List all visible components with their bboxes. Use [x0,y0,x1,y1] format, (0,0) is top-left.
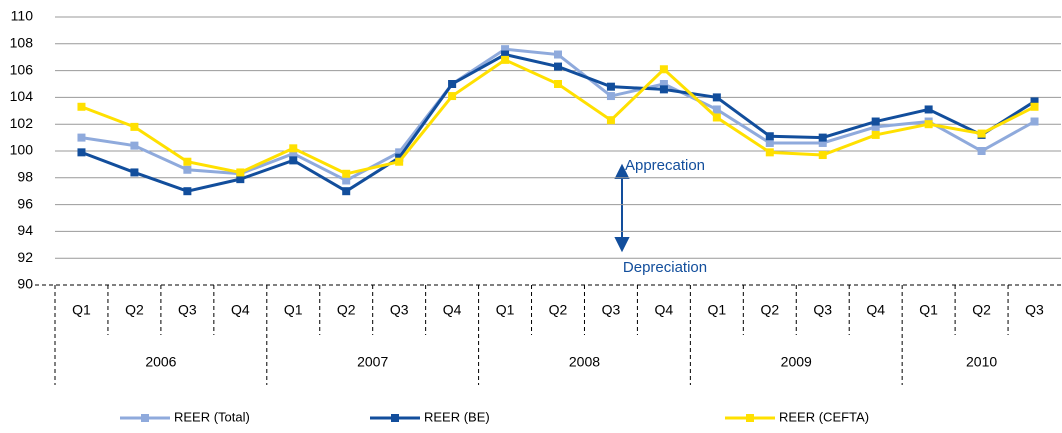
marker [77,133,86,142]
x-tick-label: Q2 [760,302,779,318]
marker [659,65,668,74]
year-label: 2010 [966,354,997,370]
y-tick-label: 110 [11,8,34,24]
marker [289,149,298,158]
marker [395,157,404,166]
arrow-down-head [614,237,630,253]
marker [818,151,827,160]
marker [765,148,774,157]
marker [501,45,510,54]
marker [606,92,615,101]
x-tick-label: Q1 [707,302,726,318]
y-tick-label: 96 [17,195,33,211]
marker [236,168,245,177]
marker [554,50,562,59]
marker [1030,102,1039,111]
x-tick-label: Q1 [496,302,515,318]
legend-label: REER (CEFTA) [779,409,869,424]
marker [448,92,457,101]
x-tick-label: Q1 [284,302,303,318]
y-tick-label: 106 [10,61,34,77]
marker [183,187,192,196]
marker [130,122,139,131]
marker [659,85,668,94]
marker [501,50,510,59]
x-tick-label: Q2 [337,302,356,318]
x-tick-label: Q3 [390,302,409,318]
y-tick-label: 98 [17,169,33,185]
marker [395,148,404,157]
marker [871,130,880,139]
legend-marker [391,414,399,422]
marker [130,168,139,177]
marker [183,165,192,174]
x-tick-label: Q3 [602,302,621,318]
marker [712,105,721,114]
marker [448,80,457,88]
marker [554,62,562,71]
annotation: Depreciation [623,259,707,276]
marker [1030,97,1039,106]
y-tick-label: 92 [17,249,33,265]
marker [342,176,351,185]
marker [236,175,245,184]
x-tick-label: Q4 [231,302,250,318]
year-label: 2007 [357,354,388,370]
marker [606,82,615,91]
marker [712,93,721,102]
marker [871,122,880,131]
y-tick-label: 100 [10,142,34,158]
legend-label: REER (Total) [174,409,250,424]
legend-marker [141,414,149,422]
x-tick-label: Q1 [919,302,938,318]
marker [871,117,880,126]
x-tick-label: Q4 [866,302,885,318]
marker [183,157,192,166]
marker [342,169,351,178]
marker [501,55,510,64]
marker [130,141,139,150]
legend-label: REER (BE) [424,409,490,424]
x-tick-label: Q3 [813,302,832,318]
marker [77,102,86,111]
year-label: 2009 [781,354,812,370]
marker [289,156,298,165]
marker [395,153,404,162]
arrows [614,163,630,253]
year-label: 2006 [145,354,176,370]
marker [342,187,351,196]
marker [818,138,827,147]
marker [659,80,668,88]
legend-marker [746,414,754,422]
x-tick-label: Q1 [72,302,91,318]
x-tick-label: Q2 [125,302,144,318]
x-tick-label: Q4 [655,302,674,318]
marker [818,133,827,142]
x-tick-label: Q2 [972,302,991,318]
x-tick-label: Q3 [178,302,197,318]
x-tick-label: Q2 [549,302,568,318]
marker [765,138,774,147]
marker [765,132,774,141]
marker [606,116,615,125]
y-tick-label: 108 [10,35,34,51]
y-tick-label: 102 [10,115,34,131]
year-label: 2008 [569,354,600,370]
annotation: Apprecation [625,157,705,174]
marker [554,80,562,88]
x-tick-label: Q4 [443,302,462,318]
marker [924,120,933,129]
y-tick-label: 90 [17,276,33,292]
marker [924,105,933,114]
marker [977,129,986,138]
marker [977,147,986,155]
marker [1030,117,1039,126]
marker [77,148,86,157]
y-tick-label: 104 [10,88,34,104]
x-tick-label: Q3 [1025,302,1044,318]
y-tick-label: 94 [17,222,33,238]
marker [712,113,721,122]
marker [289,144,298,153]
